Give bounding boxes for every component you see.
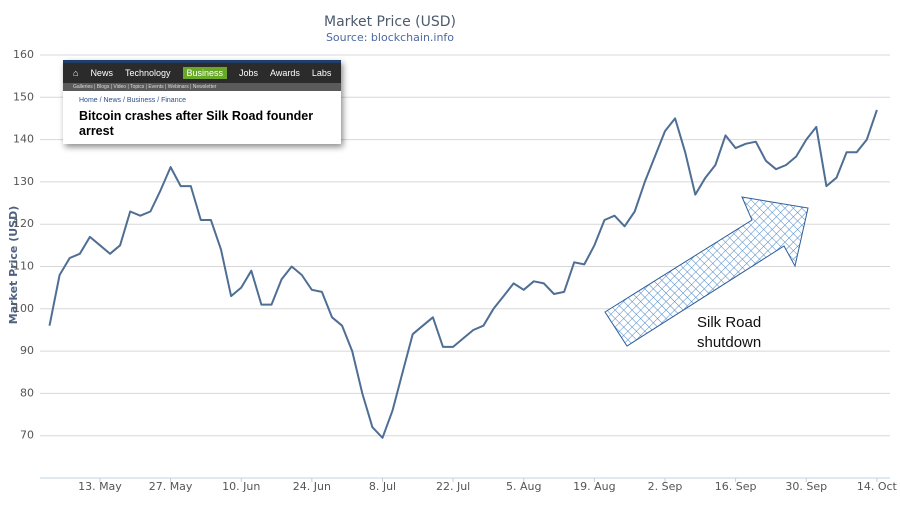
y-tick-label: 120 bbox=[13, 217, 34, 230]
nav-bar: ⌂ News Technology Business Jobs Awards Labs bbox=[63, 60, 341, 83]
nav-item: Technology bbox=[124, 68, 171, 78]
x-tick-label: 24. Jun bbox=[293, 480, 331, 493]
x-tick-label: 2. Sep bbox=[648, 480, 683, 493]
nav-item: Labs bbox=[311, 68, 332, 78]
x-tick-label: 8. Jul bbox=[369, 480, 396, 493]
y-tick-label: 160 bbox=[13, 48, 34, 61]
x-tick-label: 16. Sep bbox=[715, 480, 757, 493]
y-tick-label: 130 bbox=[13, 175, 34, 188]
annotation-line: Silk Road bbox=[697, 314, 762, 331]
y-tick-label: 110 bbox=[13, 260, 34, 273]
annotation: Silk Road shutdown bbox=[697, 313, 761, 353]
price-line bbox=[48, 109, 878, 439]
y-axis-label: Market Price (USD) bbox=[7, 206, 20, 324]
y-tick-label: 90 bbox=[20, 344, 34, 357]
x-tick-label: 30. Sep bbox=[785, 480, 827, 493]
breadcrumb: Home / News / Business / Finance bbox=[79, 97, 186, 104]
chart-title: Market Price (USD) bbox=[324, 14, 456, 30]
y-tick-label: 150 bbox=[13, 90, 34, 103]
y-tick-label: 80 bbox=[20, 386, 34, 399]
nav-item: News bbox=[90, 68, 113, 78]
y-tick-label: 100 bbox=[13, 302, 34, 315]
y-tick-label: 140 bbox=[13, 133, 34, 146]
x-tick-label: 22. Jul bbox=[436, 480, 470, 493]
x-tick-label: 10. Jun bbox=[222, 480, 260, 493]
headline: Bitcoin crashes after Silk Road founder … bbox=[79, 109, 314, 138]
news-inset: ⌂ News Technology Business Jobs Awards Labs G… bbox=[63, 60, 341, 144]
annotation-line: shutdown bbox=[697, 334, 762, 351]
nav-item: Jobs bbox=[239, 68, 259, 78]
x-tick-label: 27. May bbox=[149, 480, 193, 493]
nav-item: Business bbox=[182, 67, 228, 79]
x-tick-label: 13. May bbox=[78, 480, 122, 493]
x-tick-label: 19. Aug bbox=[573, 480, 615, 493]
chart-subtitle: Source: blockchain.info bbox=[326, 31, 454, 44]
home-icon: ⌂ bbox=[73, 68, 79, 78]
x-tick-label: 14. Oct bbox=[857, 480, 898, 493]
x-tick-label: 5. Aug bbox=[506, 480, 541, 493]
y-tick-label: 70 bbox=[20, 429, 34, 442]
sub-nav: Galleries | Blogs | Video | Topics | Eve… bbox=[63, 83, 341, 91]
nav-item: Awards bbox=[270, 68, 300, 78]
annotation-arrow bbox=[604, 196, 809, 347]
